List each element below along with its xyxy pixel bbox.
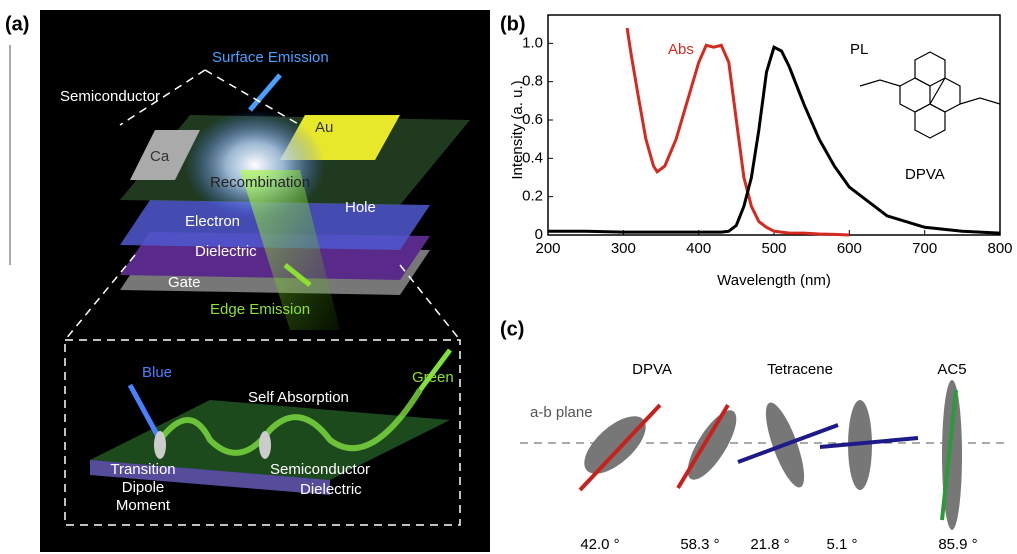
angle-label: 58.3 ° bbox=[680, 536, 719, 553]
label: Electron bbox=[185, 213, 240, 230]
label: Recombination bbox=[210, 174, 310, 191]
dipole bbox=[154, 431, 166, 459]
y-tick-label: 0.6 bbox=[522, 111, 543, 128]
label: Semiconductor bbox=[270, 461, 370, 478]
dipole bbox=[259, 431, 271, 459]
molecules bbox=[575, 380, 962, 530]
label: Hole bbox=[345, 199, 376, 216]
label: Au bbox=[315, 119, 333, 136]
panel-a: (a) Surface Emission Semiconductor Ca Au… bbox=[5, 10, 490, 552]
annotation: DPVA bbox=[905, 166, 945, 183]
label: a-b plane bbox=[530, 404, 593, 421]
label: Surface Emission bbox=[212, 49, 329, 66]
panel-c: (c) DPVA Tetracene AC5 a-b plane 42.0 ° 5… bbox=[500, 318, 1010, 553]
x-tick-label: 600 bbox=[837, 240, 862, 257]
label: Dipole bbox=[122, 479, 165, 496]
label: Green bbox=[412, 369, 454, 386]
angle-labels: 42.0 ° 58.3 ° 21.8 ° 5.1 ° 85.9 ° bbox=[580, 536, 977, 553]
angle-label: 85.9 ° bbox=[938, 536, 977, 553]
series-line bbox=[548, 47, 1000, 233]
x-tick-label: 400 bbox=[686, 240, 711, 257]
label: Tetracene bbox=[767, 361, 833, 378]
figure: (a) Surface Emission Semiconductor Ca Au… bbox=[0, 0, 1017, 554]
angle-label: 42.0 ° bbox=[580, 536, 619, 553]
y-tick-label: 1.0 bbox=[522, 34, 543, 51]
y-tick-label: 0.4 bbox=[522, 149, 543, 166]
x-tick-label: 300 bbox=[611, 240, 636, 257]
label: Ca bbox=[150, 148, 170, 165]
label: Edge Emission bbox=[210, 301, 310, 318]
label: Moment bbox=[116, 497, 171, 514]
label: DPVA bbox=[632, 361, 672, 378]
molecule bbox=[860, 52, 1000, 138]
panel-b: (b) Wavelength (nm) Intensity (a. u.) DP… bbox=[500, 13, 1013, 289]
x-axis-label: Wavelength (nm) bbox=[717, 272, 831, 289]
y-tick-label: 0 bbox=[535, 226, 543, 243]
label: AC5 bbox=[937, 361, 966, 378]
label: Semiconductor bbox=[60, 88, 160, 105]
x-tick-label: 700 bbox=[912, 240, 937, 257]
label: Dielectric bbox=[195, 243, 257, 260]
label: Blue bbox=[142, 364, 172, 381]
angle-label: 21.8 ° bbox=[750, 536, 789, 553]
y-tick-label: 0.2 bbox=[522, 188, 543, 205]
x-tick-label: 800 bbox=[987, 240, 1012, 257]
panel-label: (c) bbox=[500, 318, 524, 340]
angle-label: 5.1 ° bbox=[826, 536, 857, 553]
legend-label: PL bbox=[850, 41, 868, 58]
label: Transition bbox=[110, 461, 175, 478]
y-tick-label: 0.8 bbox=[522, 73, 543, 90]
panel-label: (b) bbox=[500, 13, 526, 35]
panel-label: (a) bbox=[5, 13, 29, 35]
label: Gate bbox=[168, 274, 201, 291]
label: Self Absorption bbox=[248, 389, 349, 406]
x-tick-label: 500 bbox=[761, 240, 786, 257]
legend-label: Abs bbox=[668, 41, 694, 58]
label: Dielectric bbox=[300, 481, 362, 498]
